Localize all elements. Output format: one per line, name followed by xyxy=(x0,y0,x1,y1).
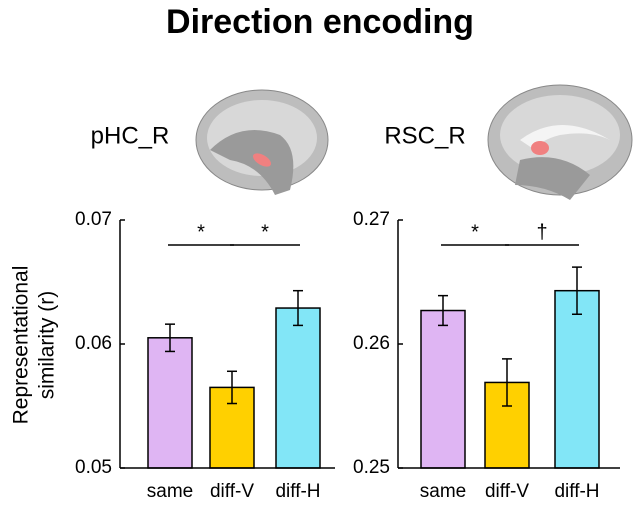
y-tick-label: 0.25 xyxy=(353,457,390,478)
y-tick-label: 0.06 xyxy=(75,333,112,354)
y-tick-label: 0.07 xyxy=(75,209,112,230)
y-tick-label: 0.27 xyxy=(353,209,390,230)
significance-mark: * xyxy=(471,221,479,243)
x-tick-label: same xyxy=(147,481,193,502)
y-tick-label: 0.26 xyxy=(353,333,390,354)
y-axis-label: Representational xyxy=(10,266,33,425)
bar xyxy=(147,337,193,469)
x-tick-label: diff-H xyxy=(275,481,320,502)
brain-sagittal-right xyxy=(487,84,633,200)
bar xyxy=(420,309,466,469)
x-tick-label: diff-V xyxy=(485,481,529,502)
brain-sagittal-left xyxy=(195,89,329,195)
panel-label: pHC_R xyxy=(91,122,170,149)
y-axis-label: similarity (r) xyxy=(36,291,59,399)
significance-mark: * xyxy=(261,221,269,243)
x-tick-label: same xyxy=(420,481,466,502)
y-tick-label: 0.05 xyxy=(75,457,112,478)
x-tick-label: diff-V xyxy=(210,481,254,502)
bar xyxy=(275,307,321,469)
panel-label: RSC_R xyxy=(384,122,465,149)
bar xyxy=(554,289,600,469)
figure-title: Direction encoding xyxy=(166,3,474,41)
significance-mark: * xyxy=(197,221,205,243)
x-tick-label: diff-H xyxy=(554,481,599,502)
significance-mark: † xyxy=(536,221,547,243)
